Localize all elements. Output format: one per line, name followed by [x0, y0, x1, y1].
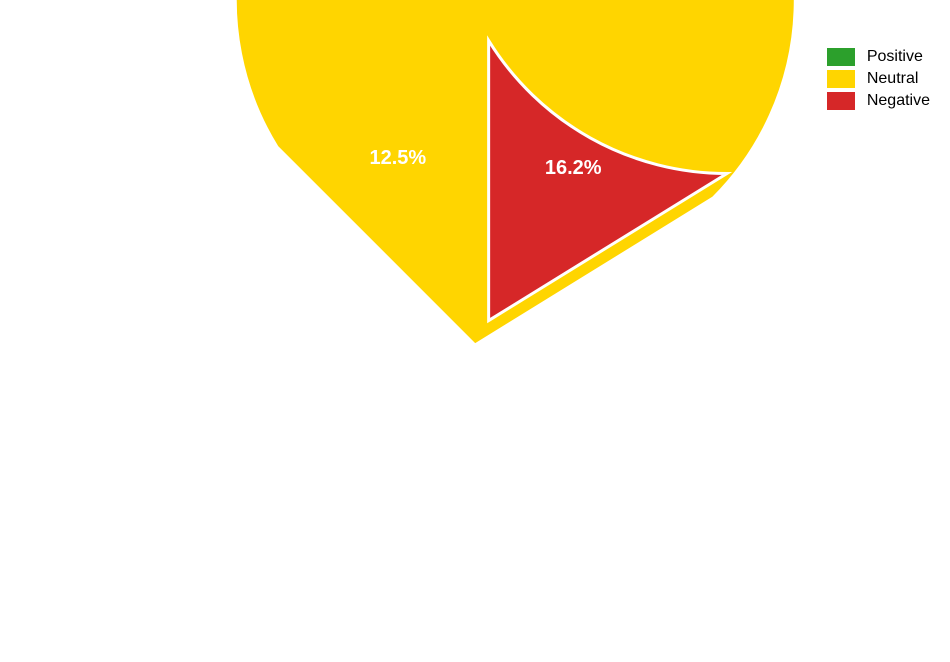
pie-svg: 12.5% 71.3% 16.2%	[0, 0, 950, 662]
legend-swatch-positive	[827, 48, 855, 66]
legend-row-positive: Positive	[827, 48, 930, 66]
legend-row-negative: Negative	[827, 92, 930, 110]
legend-swatch-neutral	[827, 70, 855, 88]
legend: Positive Neutral Negative	[827, 48, 930, 114]
sentiment-pie-chart: Sentiment Analysis 12.5%71.3%16.2% Posit…	[0, 0, 950, 662]
slice-label-negative: 16.2%	[545, 157, 602, 179]
legend-row-neutral: Neutral	[827, 70, 930, 88]
legend-label-negative: Negative	[867, 92, 930, 110]
legend-label-neutral: Neutral	[867, 70, 919, 88]
legend-label-positive: Positive	[867, 48, 923, 66]
slice-label-positive: 12.5%	[369, 147, 426, 169]
legend-swatch-negative	[827, 92, 855, 110]
slice-label-neutral: 71.3%	[427, 506, 484, 528]
